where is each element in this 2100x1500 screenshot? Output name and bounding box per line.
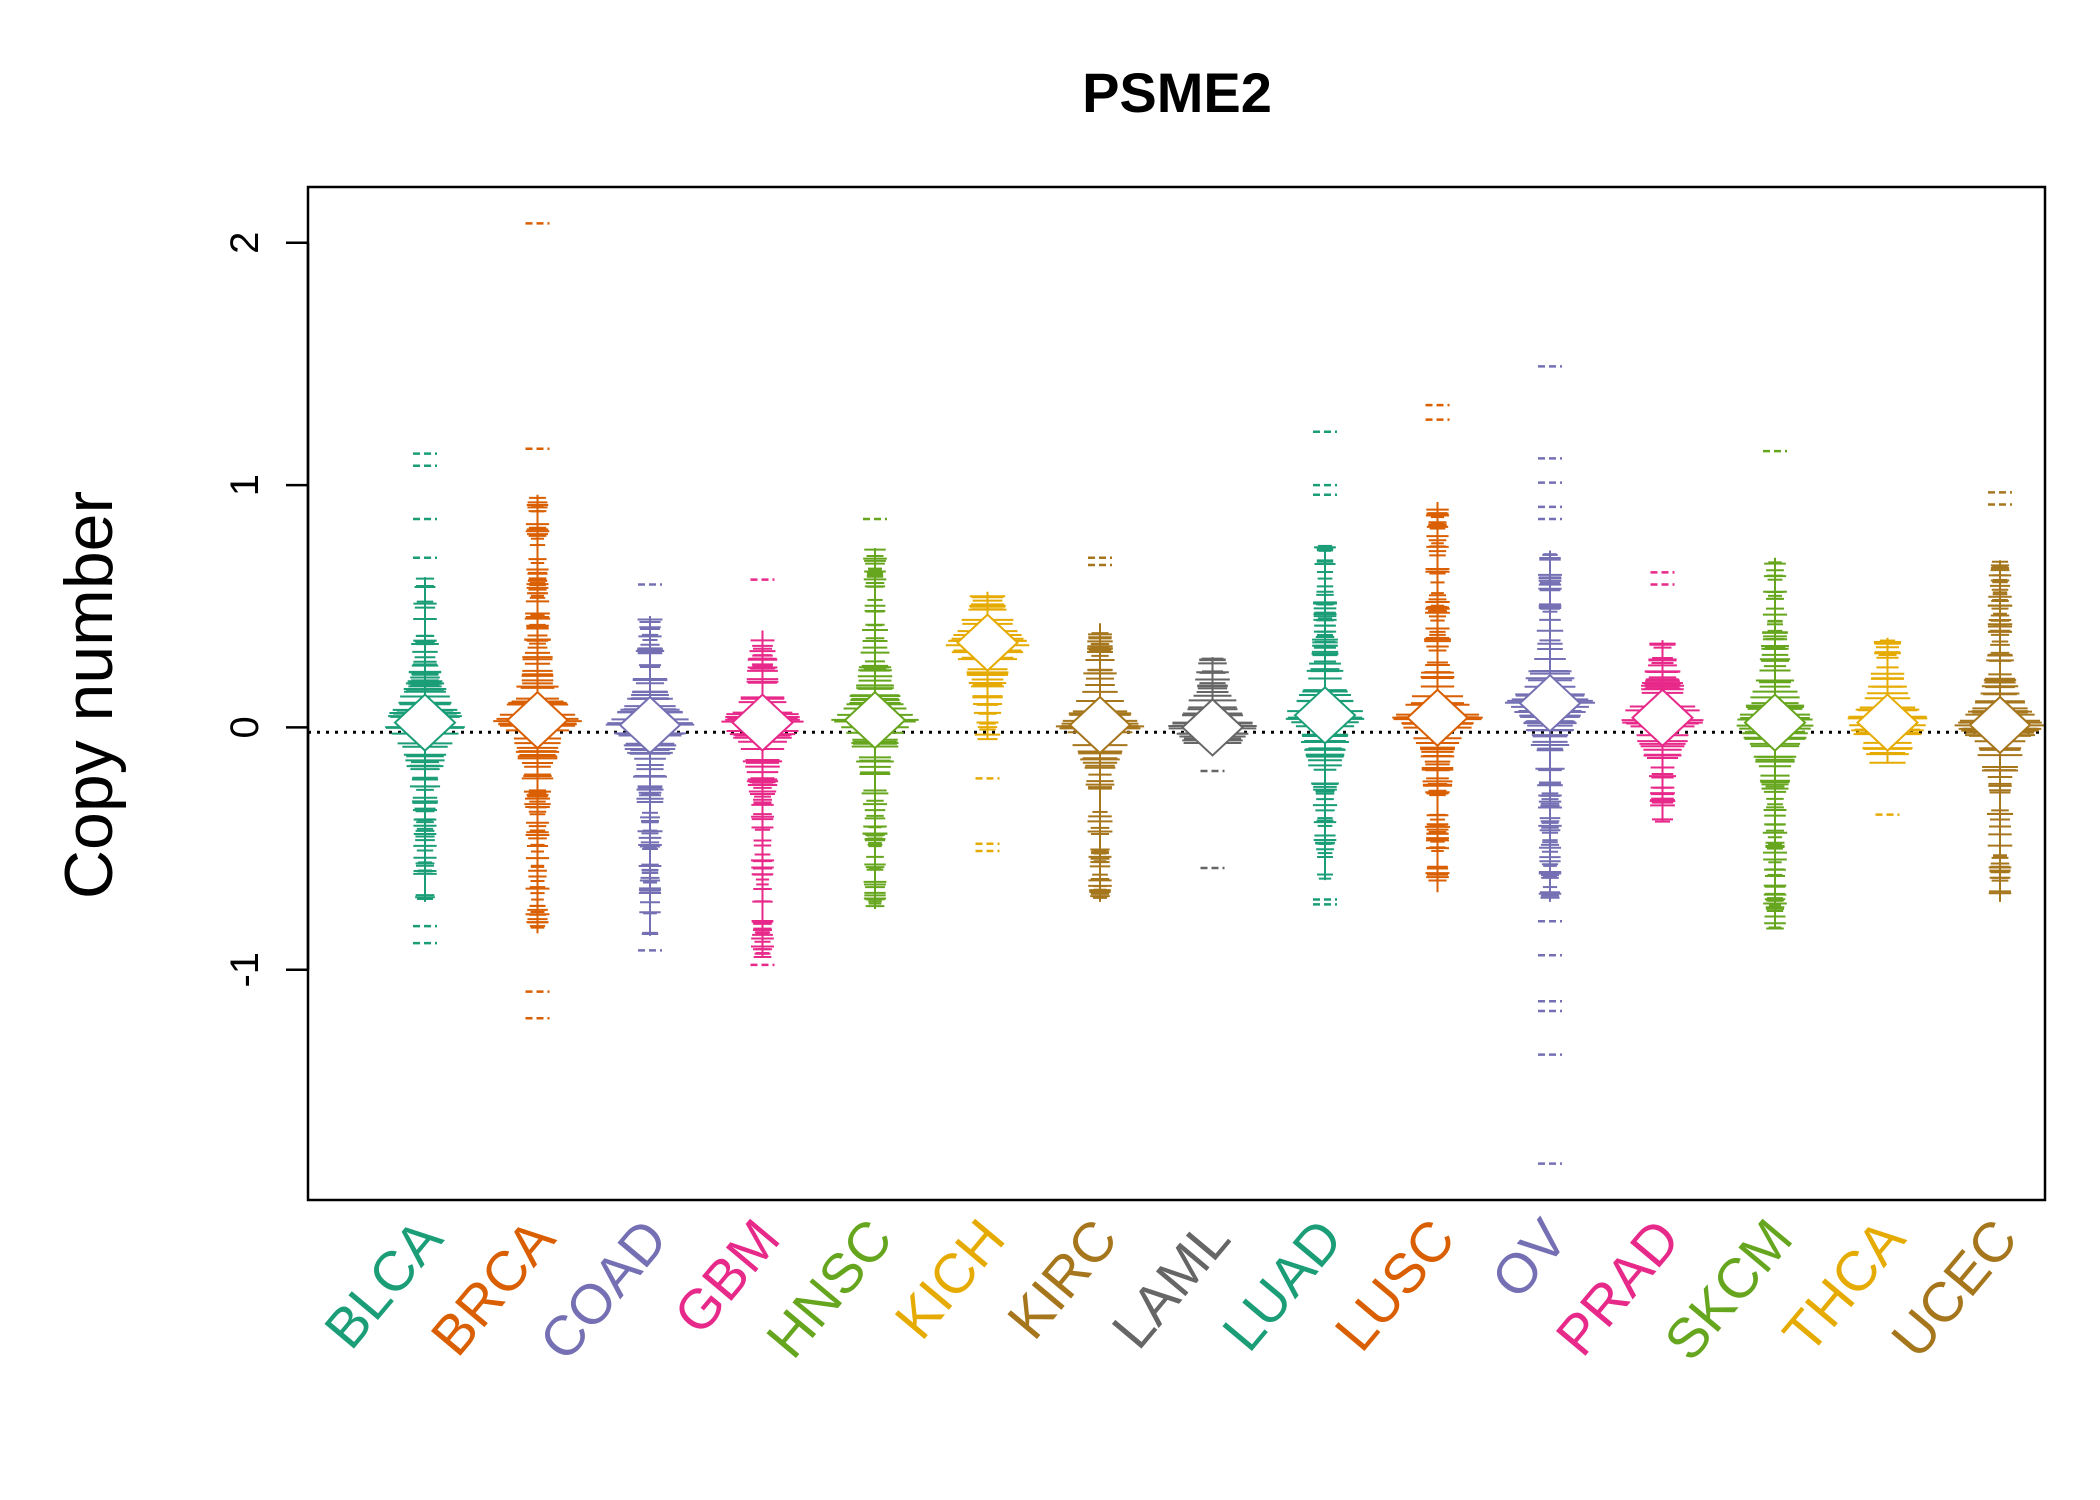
y-tick-label: 1 — [223, 474, 267, 496]
center-knot — [731, 693, 794, 752]
x-tick-label-luad: LUAD — [1210, 1207, 1354, 1362]
swarm-ov — [1504, 365, 1596, 1165]
swarm-lusc — [1392, 403, 1483, 893]
swarm-skcm — [1736, 449, 1814, 930]
center-knot — [506, 690, 569, 750]
swarm-thca — [1847, 637, 1928, 816]
center-knot — [843, 690, 907, 750]
y-tick-label: 0 — [223, 716, 267, 738]
x-tick-label-ucec: UCEC — [1879, 1207, 2029, 1369]
x-tick-label-lusc: LUSC — [1322, 1207, 1466, 1362]
chart-title: PSME2 — [1082, 61, 1272, 124]
plot-frame — [306, 185, 2047, 1202]
center-knot — [1406, 688, 1469, 748]
center-knot — [1518, 673, 1582, 733]
center-knot — [1856, 693, 1919, 752]
x-tick-label-kirc: KIRC — [995, 1207, 1129, 1350]
center-knot — [1068, 695, 1132, 755]
swarm-hnsc — [831, 517, 919, 910]
swarm-blca — [385, 452, 465, 945]
x-tick-label-laml: LAML — [1099, 1207, 1241, 1360]
swarm-laml — [1168, 657, 1257, 870]
x-tick-label-ov: OV — [1479, 1207, 1580, 1310]
plot-area — [308, 222, 2046, 1165]
swarm-kirc — [1055, 556, 1145, 902]
y-axis-label: Copy number — [51, 491, 127, 899]
swarm-ucec — [1954, 491, 2046, 902]
center-knot — [1968, 695, 2032, 755]
center-knot — [1631, 688, 1694, 748]
center-knot — [1743, 693, 1807, 752]
swarm-kich — [945, 591, 1030, 853]
center-knot — [1293, 685, 1357, 745]
y-tick-label: -1 — [223, 952, 267, 988]
swarm-luad — [1285, 430, 1365, 906]
center-knot — [956, 613, 1019, 672]
x-tick-label-kich: KICH — [882, 1207, 1016, 1350]
x-tick-label-hnsc: HNSC — [754, 1207, 904, 1369]
center-knot — [618, 695, 682, 755]
center-knot — [393, 693, 457, 752]
swarm-gbm — [721, 578, 804, 967]
swarm-prad — [1621, 571, 1704, 823]
y-tick-label: 2 — [223, 232, 267, 254]
x-tick-label-skcm: SKCM — [1652, 1207, 1804, 1371]
swarm-coad — [605, 583, 695, 952]
y-axis: -1 0 1 2 — [223, 232, 310, 988]
center-knot — [1181, 698, 1244, 757]
swarm-brca — [493, 222, 582, 1020]
x-tick-label-coad: COAD — [527, 1207, 679, 1371]
